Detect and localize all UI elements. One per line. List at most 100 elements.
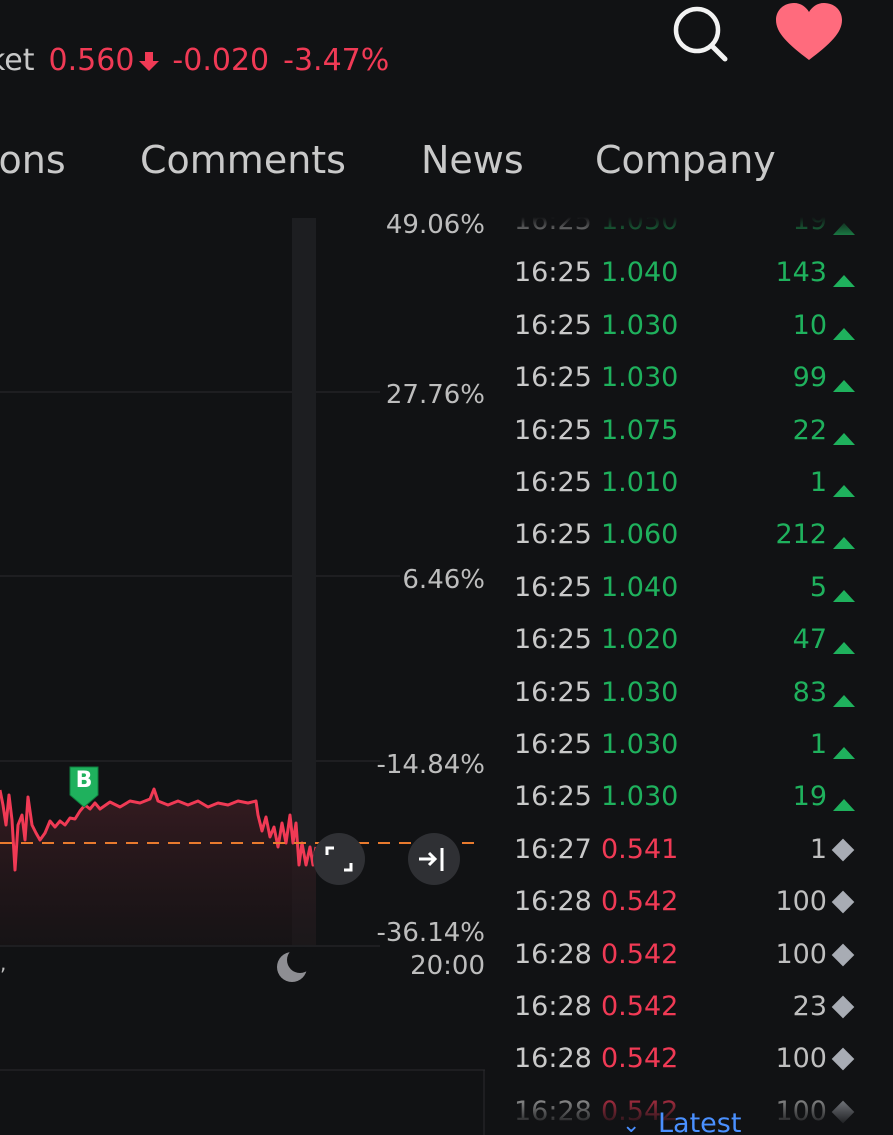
trade-time: 16:27 (514, 833, 592, 865)
trade-row: 16:25 1.040 5 (485, 562, 893, 614)
axis-label: 6.46% (402, 565, 485, 595)
tab-comments[interactable]: Comments (140, 138, 346, 182)
trade-price: 1.060 (601, 519, 679, 551)
trade-price: 0.542 (601, 886, 679, 918)
market-label: ket (0, 42, 35, 78)
tab-options[interactable]: ions (0, 138, 66, 182)
trade-volume: 5 (809, 571, 827, 603)
diamond-icon (831, 1048, 855, 1071)
moon-icon (277, 947, 313, 982)
trade-price: 1.030 (601, 729, 679, 760)
trade-row: 16:25 1.060 212 (485, 509, 893, 561)
trade-price: 1.030 (601, 362, 679, 394)
latest-label: Latest (658, 1108, 742, 1135)
trade-price: 1.030 (601, 309, 679, 341)
jump-to-end-icon (419, 848, 444, 871)
trade-row: 16:25 1.030 99 (485, 352, 893, 404)
search-icon[interactable] (670, 2, 730, 64)
trade-time: 16:25 (514, 519, 592, 551)
trade-volume: 47 (792, 624, 827, 656)
trade-volume: 83 (792, 676, 827, 708)
tab-bar: ions Comments News Company (0, 132, 893, 188)
trade-row: 16:25 1.040 143 (485, 247, 893, 299)
trade-volume: 19 (792, 781, 827, 813)
tab-news[interactable]: News (421, 138, 524, 182)
diamond-icon (831, 995, 855, 1019)
trade-time: 16:25 (514, 257, 592, 289)
latest-button[interactable]: ⌄ Latest (622, 1108, 741, 1135)
trade-row: 16:25 1.020 47 (485, 614, 893, 666)
trade-time: 16:25 (514, 624, 592, 656)
trade-row: 16:28 0.542 100 (485, 1033, 893, 1085)
trade-time: 16:25 (514, 571, 592, 603)
jump-to-latest-button[interactable] (408, 833, 460, 885)
trade-list[interactable]: 16:251.0501916:251.04014316:251.0301016:… (485, 205, 893, 1135)
trade-row: 16:28 0.542 100 (485, 929, 893, 981)
triangle-up-icon (833, 791, 855, 812)
trade-volume: 1 (809, 729, 827, 760)
trade-volume: 22 (792, 414, 827, 446)
trade-volume: 100 (775, 1043, 827, 1075)
trade-price: 1.030 (601, 781, 679, 813)
axis-label: -36.14% (376, 918, 485, 948)
trade-time: 16:28 (514, 991, 592, 1022)
triangle-up-icon (833, 634, 855, 655)
diamond-icon (831, 890, 855, 914)
expand-icon (325, 846, 353, 872)
trade-price: 1.020 (601, 624, 679, 656)
diamond-icon (831, 943, 855, 966)
triangle-up-icon (833, 687, 855, 707)
triangle-up-icon (833, 739, 855, 759)
trade-price: 1.030 (601, 676, 679, 708)
trade-row: 16:25 1.030 10 (485, 300, 893, 352)
triangle-up-icon (833, 582, 855, 602)
triangle-up-icon (833, 477, 855, 497)
trade-price: 1.075 (601, 414, 679, 446)
triangle-up-icon (833, 529, 855, 550)
chart-canvas: , (0, 218, 485, 1135)
triangle-up-icon (833, 425, 855, 445)
price-chart[interactable]: , B 49.06% 27.76% 6.46% -14.84% -36.14% … (0, 210, 485, 1135)
trade-volume: 1 (809, 467, 827, 498)
trade-time: 16:25 (514, 729, 592, 760)
axis-label: 49.06% (385, 210, 485, 240)
trade-price: 0.541 (601, 833, 679, 865)
trade-price: 1.010 (601, 467, 679, 498)
trade-row: 16:28 0.542 23 (485, 981, 893, 1033)
trade-row: 16:25 1.075 22 (485, 405, 893, 457)
trade-volume: 212 (775, 519, 827, 551)
trade-volume: 23 (792, 991, 827, 1022)
buy-marker[interactable] (69, 766, 99, 808)
trade-row: 16:27 0.541 1 (485, 824, 893, 876)
trade-row: 16:25 1.030 1 (485, 719, 893, 771)
trade-price: 1.040 (601, 571, 679, 603)
price-change: -0.020 (172, 42, 270, 78)
trade-price: 1.040 (601, 257, 679, 289)
double-chevron-down-icon: ⌄ (622, 1113, 641, 1135)
trade-volume: 100 (775, 938, 827, 970)
trade-price: 0.542 (601, 991, 679, 1022)
heart-icon[interactable] (774, 2, 844, 64)
triangle-up-icon (833, 267, 855, 288)
trade-time: 16:25 (514, 362, 592, 394)
trade-price: 0.542 (601, 1043, 679, 1075)
axis-label: 27.76% (385, 380, 485, 410)
trade-time: 16:25 (514, 467, 592, 498)
triangle-up-icon (833, 320, 855, 340)
svg-text:,: , (0, 951, 6, 975)
trade-time: 16:25 (514, 309, 592, 341)
quote-bar: ket 0.560 -0.020 -3.47% (0, 38, 389, 82)
fullscreen-button[interactable] (313, 833, 365, 885)
trade-time: 16:28 (514, 938, 592, 970)
trade-time: 16:25 (514, 676, 592, 708)
trade-time: 16:25 (514, 414, 592, 446)
trade-row: 16:25 1.030 19 (485, 771, 893, 823)
tab-company[interactable]: Company (595, 138, 776, 182)
axis-label: -14.84% (376, 750, 485, 780)
trade-volume: 1 (809, 833, 827, 865)
trade-volume: 99 (792, 362, 827, 394)
triangle-up-icon (833, 372, 855, 393)
trade-volume: 10 (792, 309, 827, 341)
buy-marker-label: B (75, 768, 93, 793)
trade-time: 16:28 (514, 886, 592, 918)
